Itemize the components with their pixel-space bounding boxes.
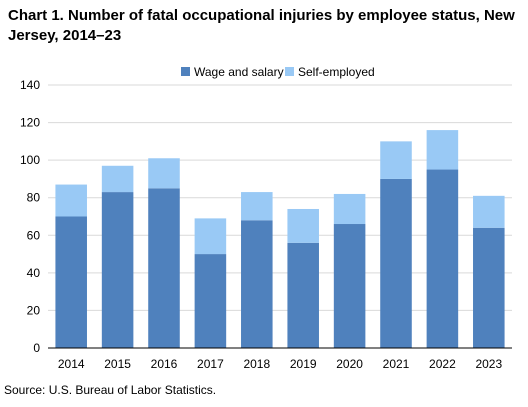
x-tick-label: 2020 <box>336 357 363 371</box>
x-tick-label: 2014 <box>58 357 85 371</box>
bars <box>55 130 505 348</box>
x-tick-label: 2018 <box>243 357 270 371</box>
y-tick-label: 40 <box>27 266 41 280</box>
legend-label: Self-employed <box>298 65 375 79</box>
source-note: Source: U.S. Bureau of Labor Statistics. <box>4 383 217 397</box>
axes: 0 20 40 60 80 100 120 140 2014 2015 2016 2017 2018 20… <box>20 78 512 371</box>
bar-self-employed-2023 <box>473 195 505 228</box>
y-tick-label: 0 <box>33 341 40 355</box>
bar-self-employed-2014 <box>55 184 87 217</box>
bar-self-employed-2016 <box>148 158 180 189</box>
bar-self-employed-2019 <box>287 208 319 243</box>
bar-self-employed-2022 <box>426 130 459 170</box>
legend: Wage and salary Self-employed <box>181 65 375 79</box>
bar-self-employed-2017 <box>194 218 227 255</box>
legend-label: Wage and salary <box>194 65 284 79</box>
y-tick-label: 120 <box>20 116 40 130</box>
y-tick-label: 60 <box>27 228 41 242</box>
bar-wage-and-salary-2017 <box>194 254 227 348</box>
y-tick-label: 140 <box>20 78 40 92</box>
y-tick-label: 100 <box>20 153 40 167</box>
bar-wage-and-salary-2018 <box>241 220 273 348</box>
bar-self-employed-2018 <box>241 192 273 221</box>
x-tick-label: 2017 <box>197 357 224 371</box>
x-tick-label: 2019 <box>290 357 317 371</box>
x-tick-label: 2022 <box>429 357 456 371</box>
x-tick-label: 2021 <box>383 357 410 371</box>
bar-self-employed-2015 <box>101 165 134 193</box>
legend-swatch <box>181 67 190 76</box>
bar-self-employed-2021 <box>380 141 412 179</box>
bar-wage-and-salary-2014 <box>55 216 87 348</box>
bar-wage-and-salary-2019 <box>287 242 319 348</box>
bar-wage-and-salary-2023 <box>473 227 505 348</box>
bar-wage-and-salary-2022 <box>426 169 459 348</box>
x-tick-label: 2016 <box>151 357 178 371</box>
y-tick-label: 80 <box>27 191 41 205</box>
bar-wage-and-salary-2016 <box>148 188 180 348</box>
chart-title: Chart 1. Number of fatal occupational in… <box>8 7 515 44</box>
bar-self-employed-2020 <box>333 193 366 225</box>
legend-swatch <box>285 67 294 76</box>
x-tick-label: 2023 <box>475 357 502 371</box>
bar-wage-and-salary-2015 <box>101 192 134 348</box>
x-tick-label: 2015 <box>104 357 131 371</box>
y-tick-label: 20 <box>27 303 41 317</box>
bar-wage-and-salary-2021 <box>380 178 412 348</box>
bar-wage-and-salary-2020 <box>333 224 366 348</box>
